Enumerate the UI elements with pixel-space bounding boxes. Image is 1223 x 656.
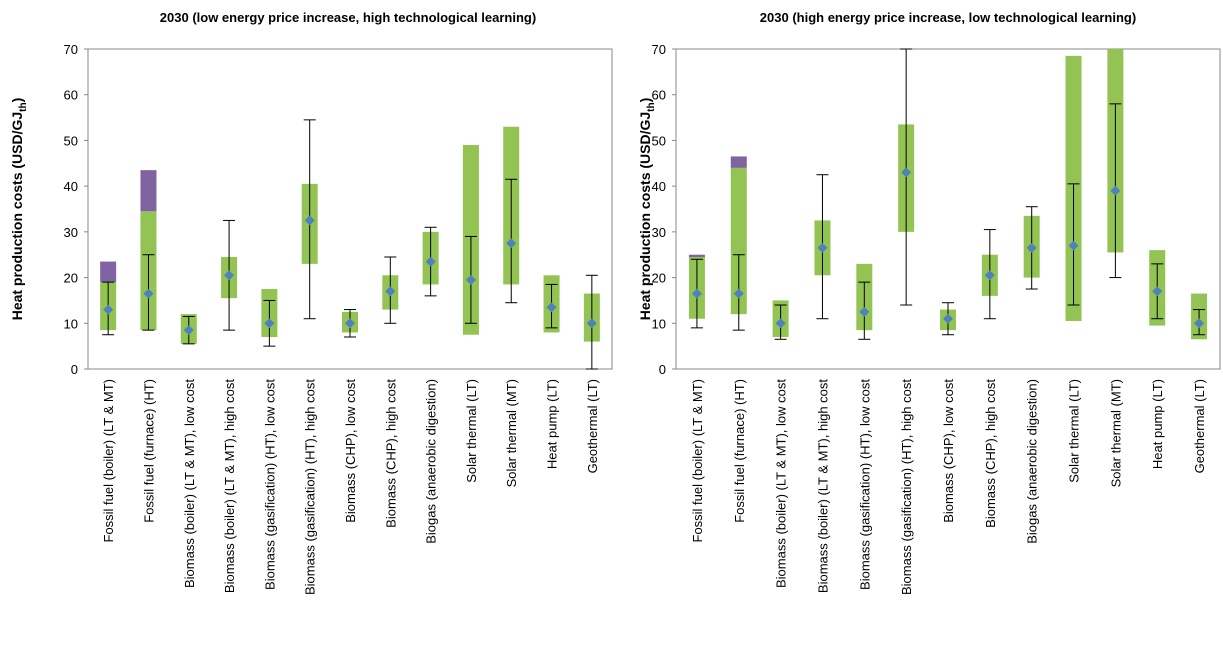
extra-bar [730,156,747,168]
point [1152,286,1163,297]
x-tick-label: Biomass (gasification) (HT), low cost [857,379,872,590]
chart-title: 2030 (high energy price increase, low te… [760,10,1136,25]
y-tick-label: 70 [64,42,78,57]
range-bar [730,167,747,315]
extra-bar [140,170,157,212]
x-tick-label: Biomass (boiler) (LT & MT), high cost [815,379,830,593]
point [984,270,995,281]
y-tick-label: 0 [71,362,78,377]
x-tick-label: Biomass (gasification) (HT), low cost [262,379,277,590]
x-tick-label: Solar thermal (LT) [1067,379,1082,483]
point [103,304,114,315]
x-tick-label: Biomass (CHP), low cost [343,379,358,523]
point [586,318,597,329]
x-tick-label: Biomass (boiler) (LT & MT), high cost [222,379,237,593]
x-tick-label: Biomass (boiler) (LT & MT), low cost [182,379,197,588]
y-tick-label: 60 [64,88,78,103]
point [143,288,154,299]
y-tick-label: 40 [652,179,666,194]
point [733,288,744,299]
y-tick-label: 10 [64,316,78,331]
extra-bar [100,261,117,283]
y-tick-label: 60 [652,88,666,103]
x-tick-label: Heat pump (LT) [545,379,560,469]
point [943,313,953,324]
x-tick-label: Fossil fuel (furnace) (HT) [141,379,156,523]
plot-frame [87,48,613,370]
y-tick-label: 70 [652,42,666,57]
x-tick-label: Biomass (CHP), low cost [941,379,956,523]
y-tick-label: 20 [64,271,78,286]
y-axis-label-end: ) [9,98,25,103]
extra-bar [688,254,705,257]
x-tick-label: Geothermal (LT) [1192,379,1207,473]
x-tick-label: Fossil fuel (boiler) (LT & MT) [690,379,705,543]
point [465,274,476,285]
point [183,325,194,336]
x-tick-label: Biogas (anaerobic digestion) [424,379,439,544]
x-tick-label: Fossil fuel (furnace) (HT) [732,379,747,523]
y-axis-label-sub: th [18,102,29,111]
y-axis-label: Heat production costs (USD/GJth) [9,98,29,321]
point [901,167,912,178]
x-tick-label: Biomass (gasification) (HT), high cost [899,379,914,595]
y-axis-label: Heat production costs (USD/GJth) [637,98,657,321]
y-tick-label: 30 [64,225,78,240]
point [1110,185,1121,196]
y-axis-label-main: Heat production costs (USD/GJ [9,112,25,320]
y-tick-label: 50 [64,133,78,148]
y-tick-label: 40 [64,179,78,194]
chart-title: 2030 (low energy price increase, high te… [160,10,536,25]
point [691,288,702,299]
point [775,318,786,329]
x-tick-label: Heat pump (LT) [1150,379,1165,469]
point [345,318,355,329]
x-tick-label: Fossil fuel (boiler) (LT & MT) [101,379,116,543]
point [1068,240,1079,251]
point [817,242,828,253]
x-tick-label: Biomass (gasification) (HT), high cost [303,379,318,595]
y-tick-label: 20 [652,271,666,286]
y-tick-label: 10 [652,316,666,331]
point [546,302,557,313]
x-tick-label: Geothermal (LT) [585,379,600,473]
y-tick-label: 0 [659,362,666,377]
point [506,238,517,249]
x-tick-label: Biomass (CHP), high cost [383,379,398,528]
point [304,215,315,226]
y-axis-label-main: Heat production costs (USD/GJ [637,112,653,320]
x-tick-label: Biomass (CHP), high cost [983,379,998,528]
point [224,270,235,281]
plot-frame [675,48,1221,370]
point [1194,318,1205,329]
point [385,286,396,297]
point [859,306,870,317]
x-tick-label: Biomass (boiler) (LT & MT), low cost [774,379,789,588]
y-axis-label-sub: th [646,102,657,111]
y-tick-label: 50 [652,133,666,148]
point [1026,242,1037,253]
y-axis-label-end: ) [637,98,653,103]
x-tick-label: Solar thermal (MT) [504,379,519,487]
x-tick-label: Biogas (anaerobic digestion) [1025,379,1040,544]
point [264,318,275,329]
x-tick-label: Solar thermal (LT) [464,379,479,483]
point [425,256,436,267]
x-tick-label: Solar thermal (MT) [1108,379,1123,487]
y-tick-label: 30 [652,225,666,240]
